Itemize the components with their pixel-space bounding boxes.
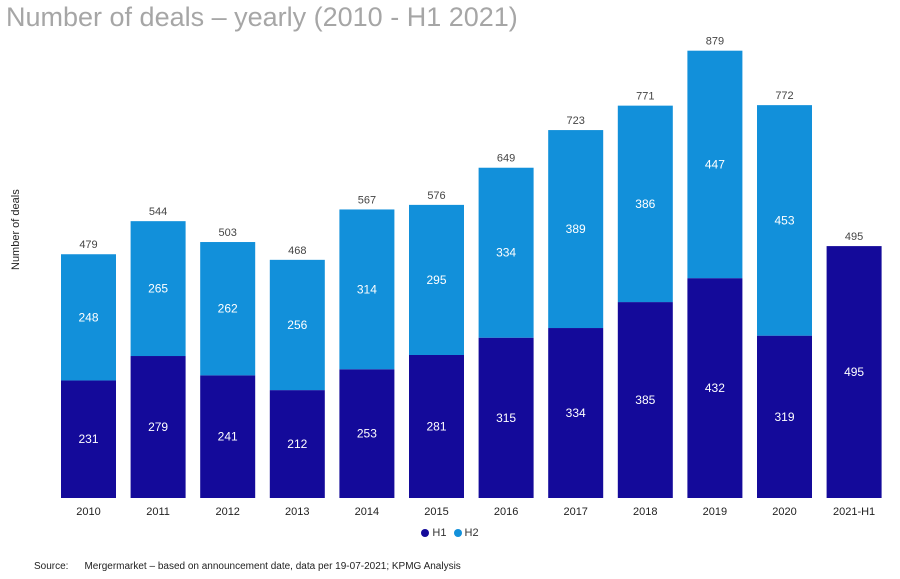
total-label-2020: 772 bbox=[775, 90, 793, 102]
data-label-h1-2010: 231 bbox=[78, 432, 98, 446]
total-label-2018: 771 bbox=[636, 91, 654, 103]
bar-h1-2018 bbox=[617, 302, 673, 498]
total-label-2014: 567 bbox=[358, 194, 376, 206]
chart-title: Number of deals – yearly (2010 - H1 2021… bbox=[6, 2, 518, 32]
bar-h1-2015 bbox=[409, 355, 464, 498]
total-label-2011: 544 bbox=[149, 206, 167, 218]
total-label-2015: 576 bbox=[427, 190, 445, 202]
total-label-2021-H1: 495 bbox=[845, 231, 863, 243]
total-label-2010: 479 bbox=[79, 239, 97, 251]
data-label-h1-2011: 279 bbox=[148, 420, 168, 434]
bar-h1-2020 bbox=[757, 335, 812, 498]
data-label-h2-2014: 314 bbox=[357, 282, 377, 296]
x-tick-label-2011: 2011 bbox=[146, 506, 170, 518]
legend-label-h2: H2 bbox=[464, 527, 479, 539]
x-tick-label-2021-H1: 2021-H1 bbox=[833, 506, 875, 518]
data-label-h2-2020: 453 bbox=[774, 213, 794, 227]
bar-h1-2010 bbox=[61, 380, 116, 498]
data-label-h2-2010: 248 bbox=[78, 310, 98, 324]
data-label-h1-2020: 319 bbox=[774, 410, 794, 424]
data-label-h1-2021-H1: 495 bbox=[844, 365, 864, 379]
bar-h2-2010 bbox=[61, 254, 116, 381]
bar-h1-2021-H1 bbox=[826, 246, 882, 498]
data-label-h1-2015: 281 bbox=[426, 420, 446, 434]
data-label-h1-2014: 253 bbox=[357, 427, 377, 441]
source-note: Source: Mergermarket – based on announcem… bbox=[34, 561, 461, 572]
bar-h2-2011 bbox=[130, 221, 186, 357]
bar-h1-2014 bbox=[339, 369, 395, 498]
x-tick-label-2018: 2018 bbox=[633, 506, 657, 518]
data-label-h1-2013: 212 bbox=[287, 437, 307, 451]
total-label-2017: 723 bbox=[567, 115, 585, 127]
bar-h2-2017 bbox=[548, 130, 604, 329]
bar-h2-2013 bbox=[269, 259, 325, 391]
x-tick-label-2013: 2013 bbox=[285, 506, 309, 518]
bar-h2-2014 bbox=[339, 209, 395, 370]
data-label-h2-2017: 389 bbox=[566, 222, 586, 236]
bar-h1-2012 bbox=[200, 375, 256, 498]
x-tick-label-2014: 2014 bbox=[355, 506, 379, 518]
bar-h1-2013 bbox=[269, 390, 325, 498]
bar-h2-2018 bbox=[617, 105, 673, 303]
data-label-h2-2018: 386 bbox=[635, 197, 655, 211]
data-label-h2-2015: 295 bbox=[426, 273, 446, 287]
x-tick-label-2012: 2012 bbox=[215, 506, 239, 518]
data-label-h2-2016: 334 bbox=[496, 246, 516, 260]
x-tick-label-2015: 2015 bbox=[424, 506, 448, 518]
bar-h1-2011 bbox=[130, 356, 186, 498]
bar-h1-2016 bbox=[478, 337, 534, 498]
legend-item-h1: H1 bbox=[421, 527, 446, 539]
data-label-h1-2019: 432 bbox=[705, 381, 725, 395]
x-tick-label-2010: 2010 bbox=[76, 506, 100, 518]
data-label-h2-2012: 262 bbox=[218, 302, 238, 316]
total-label-2016: 649 bbox=[497, 153, 515, 165]
bar-h2-2012 bbox=[200, 242, 256, 376]
total-label-2019: 879 bbox=[706, 36, 724, 48]
data-label-h2-2019: 447 bbox=[705, 157, 725, 171]
data-label-h1-2016: 315 bbox=[496, 411, 516, 425]
data-label-h1-2018: 385 bbox=[635, 393, 655, 407]
total-label-2012: 503 bbox=[219, 227, 237, 239]
bar-h1-2019 bbox=[687, 278, 743, 498]
source-text: Mergermarket – based on announcement dat… bbox=[84, 561, 461, 572]
total-label-2013: 468 bbox=[288, 245, 306, 257]
data-label-h1-2012: 241 bbox=[218, 430, 238, 444]
legend-dot-h1 bbox=[421, 529, 430, 537]
data-label-h2-2013: 256 bbox=[287, 318, 307, 332]
x-tick-label-2016: 2016 bbox=[494, 506, 518, 518]
data-label-h1-2017: 334 bbox=[566, 406, 586, 420]
bar-h2-2020 bbox=[757, 105, 812, 336]
legend-dot-h2 bbox=[453, 529, 462, 537]
legend-label-h1: H1 bbox=[432, 527, 447, 539]
bar-h1-2017 bbox=[548, 328, 604, 498]
data-label-h2-2011: 265 bbox=[148, 282, 168, 296]
bar-h2-2016 bbox=[478, 167, 534, 338]
bar-h2-2015 bbox=[409, 204, 464, 356]
legend-item-h2: H2 bbox=[453, 527, 479, 539]
source-label: Source: bbox=[34, 561, 69, 572]
legend: H1 H2 bbox=[0, 527, 900, 540]
y-axis-label: Number of deals bbox=[10, 189, 22, 270]
x-tick-label-2019: 2019 bbox=[703, 506, 727, 518]
x-tick-label-2017: 2017 bbox=[563, 506, 587, 518]
bar-h2-2019 bbox=[687, 50, 743, 279]
x-tick-label-2020: 2020 bbox=[772, 506, 796, 518]
